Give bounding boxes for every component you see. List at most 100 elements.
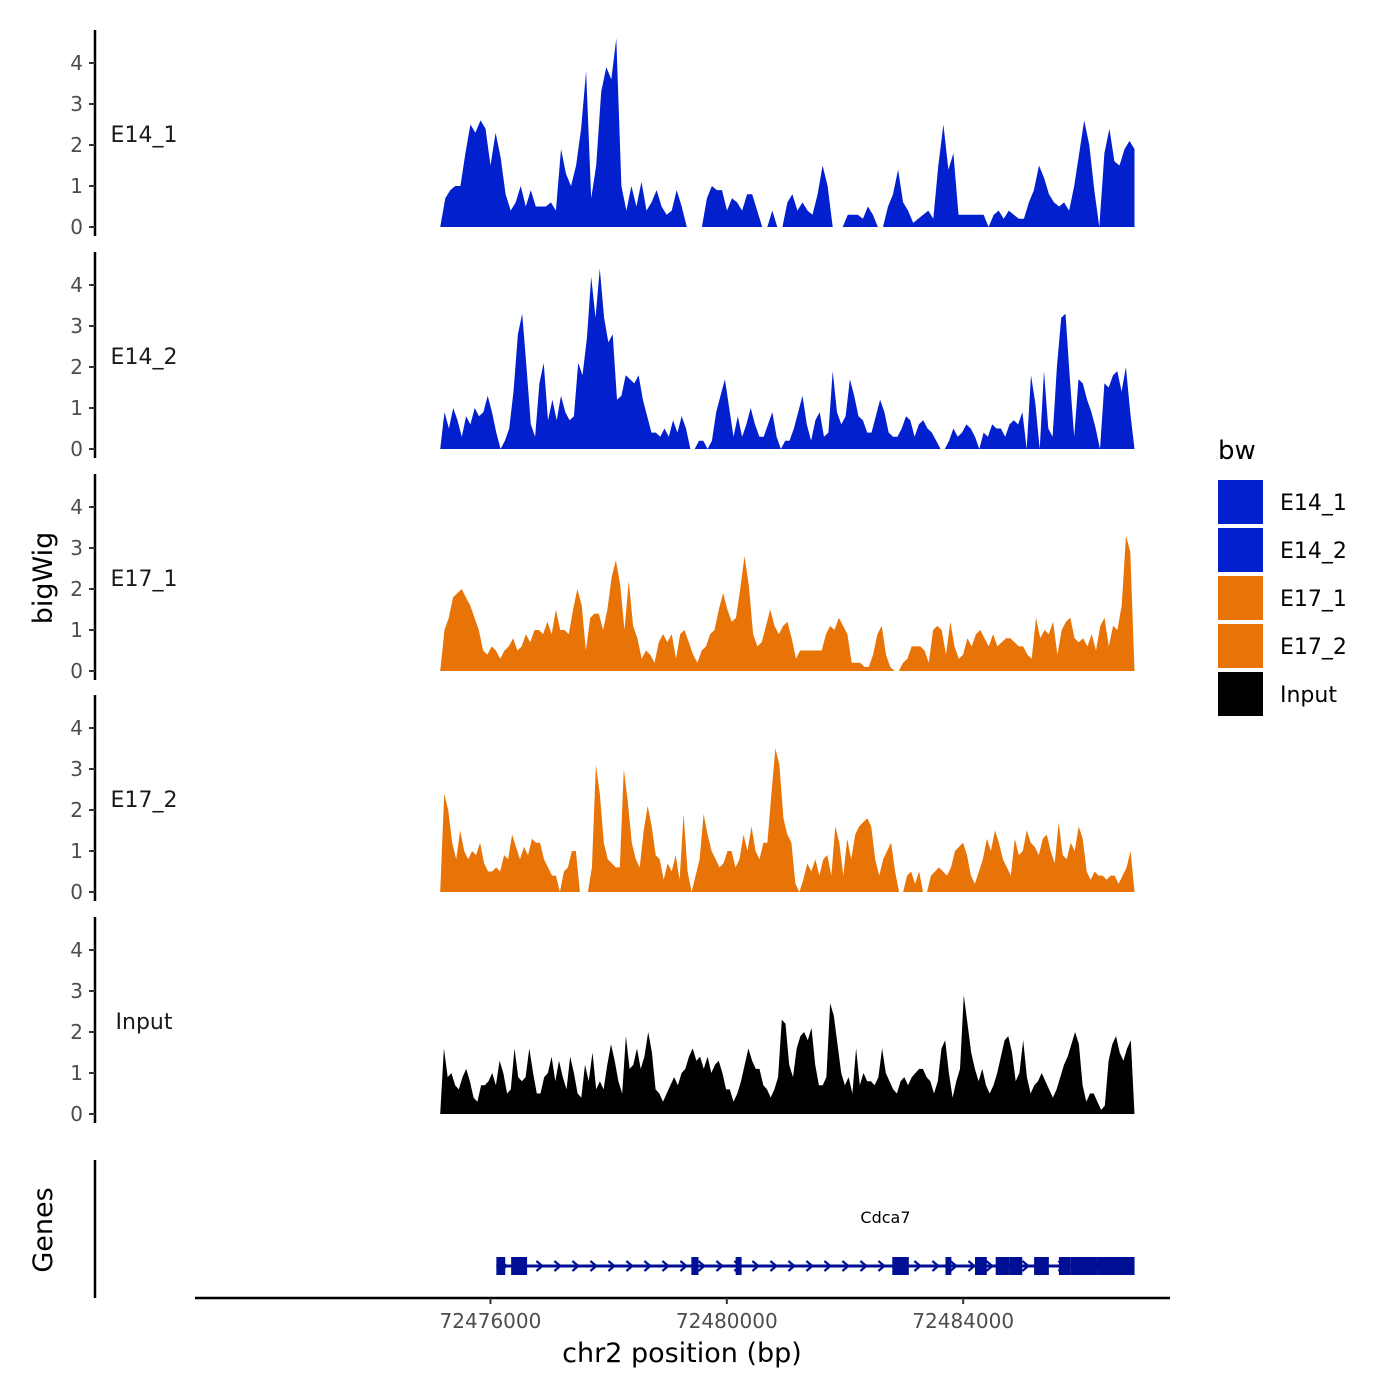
y-tick-label: 1	[70, 1061, 83, 1085]
y-axis-title: bigWig	[28, 532, 59, 625]
strand-arrow	[571, 1260, 581, 1272]
x-tick-label: 72476000	[440, 1309, 542, 1333]
strand-arrow	[607, 1260, 617, 1272]
x-axis-title: chr2 position (bp)	[562, 1338, 802, 1369]
y-tick-label: 0	[70, 659, 83, 683]
strand-arrow	[661, 1260, 671, 1272]
exon	[995, 1257, 1010, 1275]
track-input: 0 1 2 3 4 Input	[70, 917, 1135, 1126]
exon	[691, 1257, 699, 1275]
strand-arrow	[787, 1260, 797, 1272]
strand-arrow	[967, 1260, 977, 1272]
track-label: E14_2	[111, 345, 178, 370]
legend-label-e14_2: E14_2	[1280, 539, 1347, 564]
strand-arrow	[769, 1260, 779, 1272]
y-tick-label: 1	[70, 618, 83, 642]
strand-arrow	[751, 1260, 761, 1272]
track-label: E17_2	[111, 788, 178, 813]
y-tick-label: 4	[70, 716, 83, 740]
y-tick-label: 0	[70, 1102, 83, 1126]
legend-label-e17_2: E17_2	[1280, 635, 1347, 660]
y-tick-label: 0	[70, 880, 83, 904]
strand-arrow	[679, 1260, 689, 1272]
legend-label-input: Input	[1280, 683, 1337, 708]
y-tick-label: 3	[70, 536, 83, 560]
y-tick-label: 0	[70, 437, 83, 461]
exon	[945, 1257, 952, 1275]
exon	[1097, 1257, 1135, 1275]
strand-arrow	[805, 1260, 815, 1272]
strand-arrow	[931, 1260, 941, 1272]
y-tick-label: 3	[70, 92, 83, 116]
strand-arrow	[1021, 1260, 1031, 1272]
exon	[496, 1257, 506, 1275]
y-tick-label: 3	[70, 979, 83, 1003]
y-tick-label: 2	[70, 798, 83, 822]
legend-swatch-input	[1218, 672, 1263, 716]
coding-exon	[975, 1257, 987, 1275]
track-e17_1: 0 1 2 3 4 E17_1	[70, 474, 1135, 683]
strand-arrow	[625, 1260, 635, 1272]
y-tick-label: 1	[70, 839, 83, 863]
y-tick-label: 2	[70, 355, 83, 379]
gene-name-label: Cdca7	[860, 1208, 910, 1227]
exon	[892, 1257, 909, 1275]
strand-arrow	[589, 1260, 599, 1272]
strand-arrow	[985, 1260, 995, 1272]
legend-label-e17_1: E17_1	[1280, 587, 1347, 612]
y-tick-label: 4	[70, 495, 83, 519]
signal-area-e17_2	[440, 748, 1135, 892]
signal-tracks: 0 1 2 3 4 E14_1 0 1 2 3 4 E14_2 0 1 2 3 4 E17_1 0 1 2 3 4 E17_2…	[70, 30, 1135, 1126]
y-tick-label: 3	[70, 757, 83, 781]
track-e14_2: 0 1 2 3 4 E14_2	[70, 252, 1135, 461]
strand-arrow	[859, 1260, 869, 1272]
coding-exon	[1070, 1257, 1098, 1275]
y-tick-label: 4	[70, 273, 83, 297]
signal-area-e14_1	[440, 38, 1135, 228]
y-tick-label: 0	[70, 215, 83, 239]
legend-label-e14_1: E14_1	[1280, 491, 1347, 516]
y-tick-label: 4	[70, 51, 83, 75]
genes-axis-title: Genes	[28, 1187, 59, 1272]
strand-arrow	[841, 1260, 851, 1272]
track-label: E14_1	[111, 123, 178, 148]
exon	[1009, 1257, 1023, 1275]
legend-swatch-e14_2	[1218, 528, 1263, 572]
y-tick-label: 1	[70, 174, 83, 198]
legend-title: bw	[1218, 436, 1256, 466]
y-tick-label: 2	[70, 1020, 83, 1044]
track-label: E17_1	[111, 567, 178, 592]
strand-arrow	[643, 1260, 653, 1272]
gene-track: Cdca7	[93, 1160, 1135, 1298]
track-e14_1: 0 1 2 3 4 E14_1	[70, 30, 1135, 239]
strand-arrow	[877, 1260, 887, 1272]
y-tick-label: 3	[70, 314, 83, 338]
signal-area-e14_2	[440, 268, 1135, 449]
y-tick-label: 1	[70, 396, 83, 420]
strand-arrow	[823, 1260, 833, 1272]
exon	[511, 1257, 528, 1275]
x-tick-label: 72480000	[676, 1309, 778, 1333]
x-tick-label: 72484000	[912, 1309, 1014, 1333]
strand-arrow	[949, 1260, 959, 1272]
signal-area-e17_1	[440, 535, 1135, 671]
strand-arrow	[697, 1260, 707, 1272]
strand-arrow	[715, 1260, 725, 1272]
legend-swatch-e17_2	[1218, 624, 1263, 668]
track-label: Input	[116, 1010, 173, 1035]
strand-arrow	[535, 1260, 545, 1272]
signal-area-input	[440, 995, 1135, 1114]
track-e17_2: 0 1 2 3 4 E17_2	[70, 695, 1135, 904]
legend-swatch-e14_1	[1218, 480, 1263, 524]
y-tick-label: 2	[70, 577, 83, 601]
x-axis: 72476000 72480000 72484000	[195, 1296, 1170, 1333]
strand-arrow	[913, 1260, 923, 1272]
legend: bw E14_1 E14_2 E17_1 E17_2 Input	[1218, 436, 1347, 716]
legend-swatch-e17_1	[1218, 576, 1263, 620]
y-tick-label: 2	[70, 133, 83, 157]
exon	[735, 1257, 742, 1275]
exon	[1058, 1257, 1071, 1275]
strand-arrow	[553, 1260, 563, 1272]
exon	[1034, 1257, 1049, 1275]
